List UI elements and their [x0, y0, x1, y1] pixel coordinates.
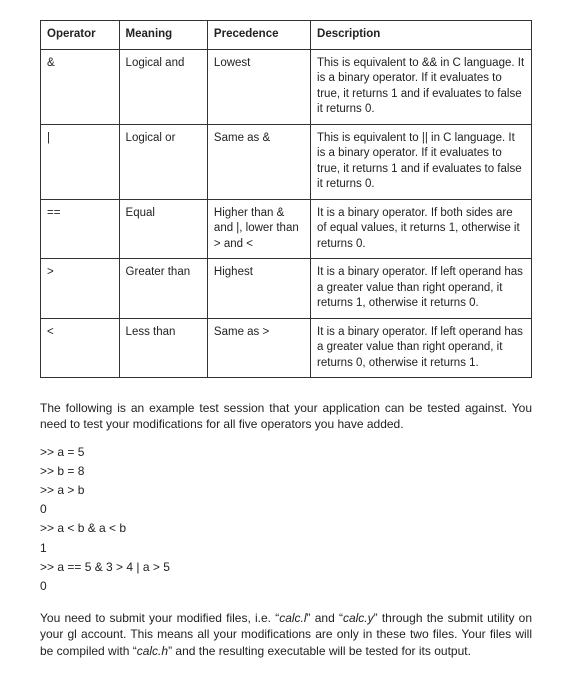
table-row: | Logical or Same as & This is equivalen… — [41, 124, 532, 199]
filename-calc-l: calc.l — [279, 611, 306, 625]
cell-operator: > — [41, 259, 120, 319]
header-operator: Operator — [41, 21, 120, 50]
session-line: 0 — [40, 577, 532, 596]
session-line: 1 — [40, 539, 532, 558]
intro-paragraph: The following is an example test session… — [40, 400, 532, 432]
text-fragment: ” and the resulting executable will be t… — [168, 644, 471, 658]
table-header-row: Operator Meaning Precedence Description — [41, 21, 532, 50]
cell-operator: < — [41, 318, 120, 378]
cell-precedence: Highest — [207, 259, 310, 319]
header-precedence: Precedence — [207, 21, 310, 50]
test-session: >> a = 5 >> b = 8 >> a > b 0 >> a < b & … — [40, 443, 532, 597]
cell-precedence: Lowest — [207, 49, 310, 124]
cell-meaning: Logical and — [119, 49, 207, 124]
cell-precedence: Higher than & and |, lower than > and < — [207, 199, 310, 259]
cell-meaning: Less than — [119, 318, 207, 378]
cell-description: This is equivalent to || in C language. … — [311, 124, 532, 199]
cell-description: It is a binary operator. If left operand… — [311, 259, 532, 319]
session-line: >> a < b & a < b — [40, 519, 532, 538]
filename-calc-y: calc.y — [343, 611, 374, 625]
cell-precedence: Same as & — [207, 124, 310, 199]
cell-meaning: Equal — [119, 199, 207, 259]
header-description: Description — [311, 21, 532, 50]
cell-operator: == — [41, 199, 120, 259]
cell-meaning: Logical or — [119, 124, 207, 199]
text-fragment: You need to submit your modified files, … — [40, 611, 279, 625]
cell-description: It is a binary operator. If both sides a… — [311, 199, 532, 259]
cell-description: It is a binary operator. If left operand… — [311, 318, 532, 378]
cell-precedence: Same as > — [207, 318, 310, 378]
cell-description: This is equivalent to && in C language. … — [311, 49, 532, 124]
table-row: > Greater than Highest It is a binary op… — [41, 259, 532, 319]
table-row: == Equal Higher than & and |, lower than… — [41, 199, 532, 259]
submission-paragraph: You need to submit your modified files, … — [40, 610, 532, 659]
filename-calc-h: calc.h — [137, 644, 168, 658]
cell-meaning: Greater than — [119, 259, 207, 319]
operator-table: Operator Meaning Precedence Description … — [40, 20, 532, 378]
cell-operator: & — [41, 49, 120, 124]
session-line: >> a > b — [40, 481, 532, 500]
table-row: & Logical and Lowest This is equivalent … — [41, 49, 532, 124]
document-page: Operator Meaning Precedence Description … — [0, 0, 572, 689]
session-line: >> a == 5 & 3 > 4 | a > 5 — [40, 558, 532, 577]
session-line: >> a = 5 — [40, 443, 532, 462]
text-fragment: ” and “ — [307, 611, 343, 625]
session-line: 0 — [40, 500, 532, 519]
cell-operator: | — [41, 124, 120, 199]
header-meaning: Meaning — [119, 21, 207, 50]
table-row: < Less than Same as > It is a binary ope… — [41, 318, 532, 378]
session-line: >> b = 8 — [40, 462, 532, 481]
